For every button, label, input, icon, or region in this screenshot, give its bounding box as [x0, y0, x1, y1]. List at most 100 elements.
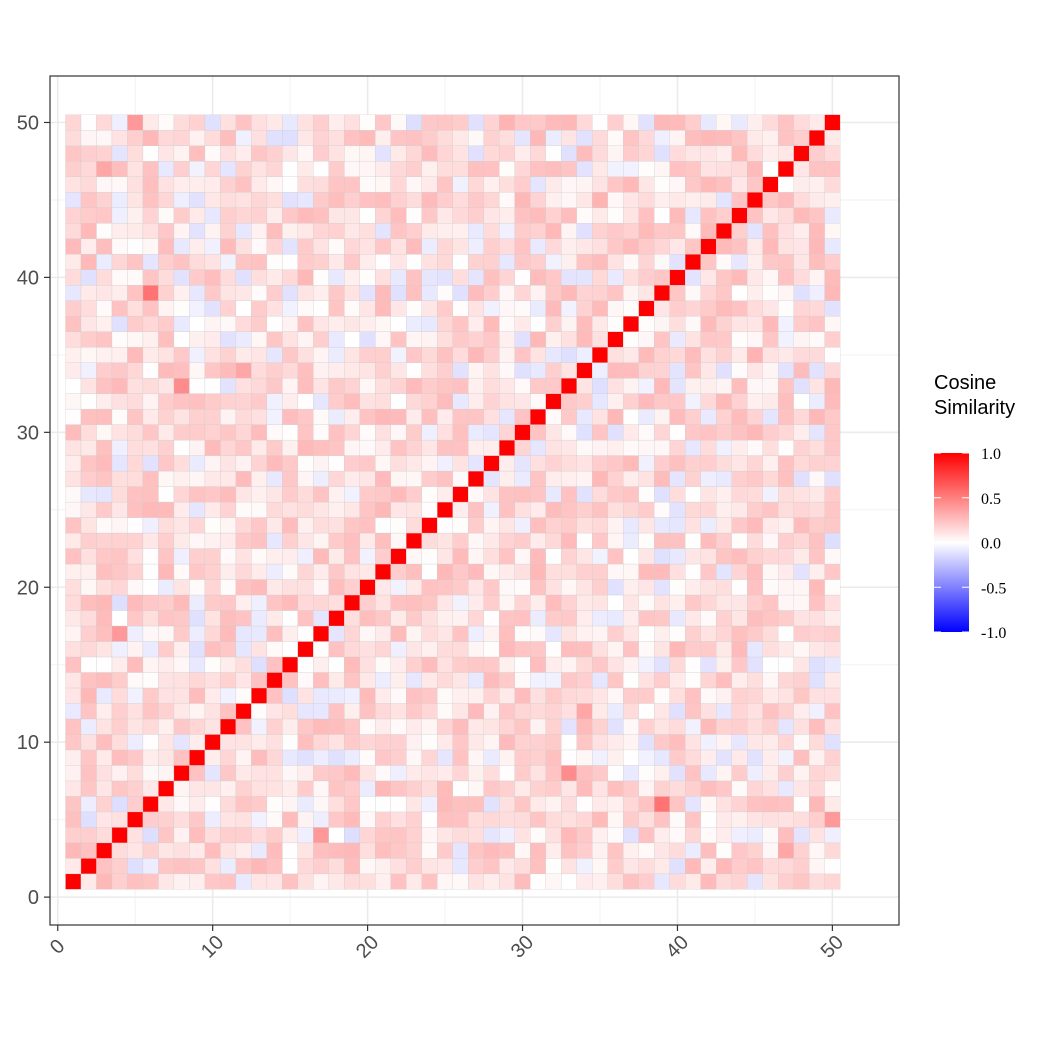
heatmap-cell [778, 300, 794, 317]
heatmap-cell [266, 765, 283, 782]
heatmap-cell [158, 161, 175, 177]
heatmap-cell [793, 114, 810, 131]
heatmap-cell [96, 532, 113, 549]
heatmap-cell [685, 223, 701, 239]
heatmap-cell [561, 827, 577, 844]
heatmap-cell [313, 161, 330, 177]
heatmap-cell [96, 718, 113, 735]
heatmap-cell [297, 501, 314, 518]
heatmap-cell [189, 285, 206, 301]
heatmap-cell [313, 285, 330, 301]
heatmap-cell [437, 393, 453, 410]
heatmap-cell [235, 532, 252, 549]
heatmap-cell [421, 734, 438, 751]
heatmap-cell [607, 796, 624, 813]
heatmap-cell [514, 145, 531, 162]
heatmap-cell [731, 439, 748, 456]
heatmap-cell [437, 687, 453, 704]
heatmap-cell [158, 114, 175, 131]
heatmap-cell [700, 145, 717, 162]
heatmap-cell [685, 734, 701, 751]
heatmap-cell [731, 501, 748, 518]
heatmap-cell [220, 269, 237, 286]
heatmap-cell [638, 331, 655, 348]
heatmap-cell [669, 811, 686, 828]
heatmap-cell [716, 703, 732, 720]
heatmap-cell [359, 563, 376, 580]
heatmap-cell [747, 517, 763, 534]
heatmap-cell [483, 176, 500, 193]
heatmap-cell [747, 486, 763, 503]
heatmap-cell [685, 811, 701, 828]
heatmap-cell [824, 765, 841, 782]
heatmap-cell [235, 610, 252, 627]
heatmap-cell [747, 455, 763, 472]
heatmap-cell [561, 842, 577, 859]
heatmap-cell [607, 192, 624, 208]
heatmap-cell [669, 207, 686, 224]
heatmap-cell [158, 672, 175, 689]
heatmap-cell [127, 424, 144, 441]
heatmap-cell [793, 827, 810, 844]
heatmap-cell [561, 439, 577, 456]
heatmap-cell [359, 145, 376, 162]
heatmap-cell [638, 238, 655, 255]
heatmap-cell [545, 718, 562, 735]
heatmap-cell [576, 579, 593, 596]
heatmap-cell [173, 455, 190, 472]
heatmap-cell [328, 765, 345, 782]
heatmap-cell [111, 610, 128, 627]
heatmap-cell [220, 563, 237, 580]
heatmap-cell [716, 455, 732, 472]
heatmap-cell [654, 269, 670, 286]
heatmap-cell [468, 532, 484, 549]
heatmap-cell [731, 300, 748, 317]
heatmap-cell [313, 687, 330, 704]
heatmap-cell [127, 393, 144, 410]
heatmap-cell [437, 548, 453, 565]
heatmap-cell [747, 254, 763, 270]
heatmap-cell [483, 223, 500, 239]
heatmap-cell [793, 161, 810, 177]
heatmap-cell [297, 300, 314, 317]
heatmap-cell [654, 579, 670, 596]
heatmap-cell [406, 610, 422, 627]
heatmap-cell [266, 439, 283, 456]
heatmap-cell [96, 285, 113, 301]
heatmap-cell [328, 749, 345, 766]
heatmap-cell [576, 672, 593, 689]
y-tick-label: 30 [17, 422, 39, 444]
heatmap-cell [173, 486, 190, 503]
heatmap-cell [716, 145, 732, 162]
heatmap-cell [328, 269, 345, 286]
heatmap-cell [344, 610, 361, 627]
heatmap-cell [282, 734, 299, 751]
heatmap-cell [173, 408, 190, 425]
heatmap-cell [561, 749, 577, 766]
heatmap-cell [297, 207, 314, 224]
heatmap-cell [390, 331, 407, 348]
heatmap-cell [561, 346, 577, 363]
heatmap-cell [328, 408, 345, 425]
heatmap-cell [561, 765, 577, 782]
heatmap-cell [359, 656, 376, 673]
heatmap-cell [328, 486, 345, 503]
heatmap-cell [561, 579, 577, 596]
heatmap-cell [313, 765, 330, 782]
heatmap-cell [747, 579, 763, 596]
heatmap-cell [483, 780, 500, 797]
heatmap-cell [638, 517, 655, 534]
heatmap-cell [80, 811, 97, 828]
heatmap-cell [824, 703, 841, 720]
heatmap-cell [545, 796, 562, 813]
heatmap-cell [80, 780, 97, 797]
heatmap-cell [220, 687, 237, 704]
heatmap-cell [65, 765, 82, 782]
heatmap-cell [111, 765, 128, 782]
heatmap-cell [778, 501, 794, 518]
heatmap-cell [204, 703, 221, 720]
heatmap-cell [638, 207, 655, 224]
heatmap-cell [592, 130, 608, 146]
heatmap-cell [514, 207, 531, 224]
heatmap-cell [700, 377, 717, 394]
